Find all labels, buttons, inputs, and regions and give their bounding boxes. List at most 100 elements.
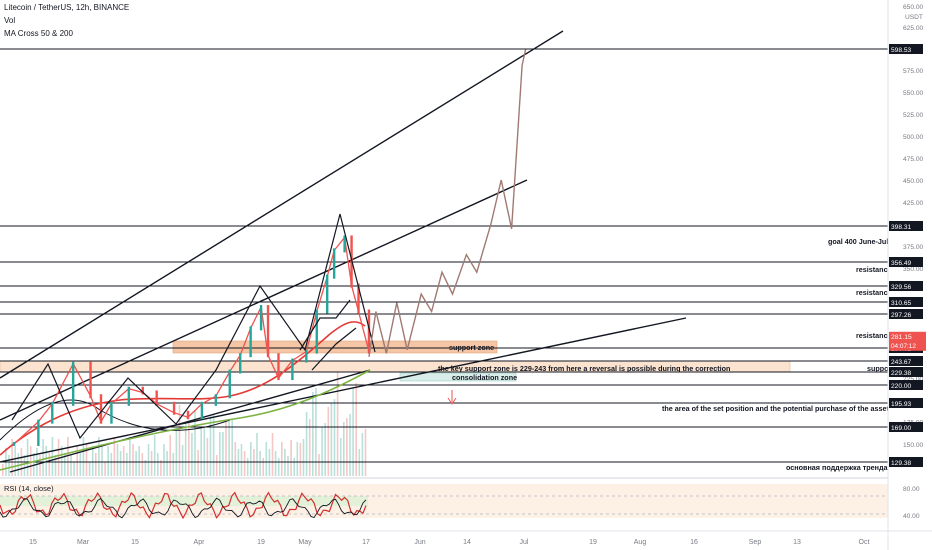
volume-bar	[76, 446, 78, 476]
volume-bar	[355, 383, 357, 476]
volume-bar	[209, 415, 212, 476]
support-zone-band[interactable]	[172, 340, 498, 354]
annotation-consolidation[interactable]: consolidation zone	[452, 373, 517, 382]
time-tick-label: May	[298, 539, 312, 546]
volume-bar	[17, 453, 20, 476]
price-layer	[12, 235, 371, 446]
pattern-drawing[interactable]	[11, 213, 376, 440]
price-candle	[249, 326, 252, 358]
volume-bar	[265, 442, 268, 476]
price-candle	[155, 390, 158, 406]
pattern-drawing[interactable]	[299, 299, 351, 351]
annotation-resistance[interactable]: resistance	[856, 331, 892, 340]
volume-bar	[135, 451, 137, 476]
annotation-support-zone[interactable]: support zone	[449, 343, 494, 352]
volume-bar	[262, 458, 264, 476]
volume-bar	[200, 427, 202, 476]
time-tick-label: Apr	[194, 539, 206, 546]
volume-bar	[82, 437, 85, 476]
volume-bar	[150, 451, 153, 476]
level-price-tag	[889, 281, 923, 291]
time-tick-label: 14	[463, 539, 471, 546]
pattern-drawing[interactable]	[311, 327, 357, 371]
volume-bar	[299, 443, 302, 476]
price-tick-label: 550.00	[903, 90, 924, 97]
volume-bar	[132, 444, 134, 476]
volume-bar	[64, 453, 66, 476]
volume-bar	[184, 422, 187, 476]
volume-bar	[73, 462, 75, 476]
time-axis[interactable]: 15 Mar 15 Apr 19 May 17 Jun 14 Jul 19 Aug 16 Sep 13 Oct	[0, 530, 932, 546]
pattern-drawings-layer	[11, 213, 376, 440]
price-candle	[141, 386, 144, 395]
price-tick-label: 225.00	[903, 376, 924, 383]
bar-countdown: 04:07:12	[891, 343, 916, 350]
ma-legend[interactable]: MA Cross 50 & 200	[4, 29, 73, 38]
volume-bar	[315, 388, 317, 476]
volume-bar	[191, 433, 193, 476]
price-candle	[200, 401, 204, 420]
volume-bar	[160, 460, 162, 476]
level-price-tag	[889, 380, 923, 390]
volume-bar	[14, 446, 16, 476]
price-candle	[357, 283, 360, 314]
time-tick-label: Jul	[520, 539, 529, 546]
volume-bar	[98, 437, 100, 476]
annotation-resistance[interactable]: resistance	[856, 265, 892, 274]
trendline[interactable]	[0, 30, 564, 379]
annotation-layer: goal 400 June-July resistance resistance re…	[438, 237, 894, 472]
volume-bar	[85, 444, 88, 476]
annotation-position-area[interactable]: the area of the set position and the pot…	[662, 404, 889, 413]
price-candle	[71, 361, 75, 406]
volume-bar	[181, 445, 184, 476]
annotation-trend-support[interactable]: основная поддержка тренда	[786, 463, 889, 472]
volume-bar	[107, 446, 109, 476]
consolidation-zone-band[interactable]	[399, 372, 517, 382]
annotation-goal[interactable]: goal 400 June-July	[828, 237, 892, 246]
rsi-legend[interactable]: RSI (14, close)	[4, 484, 54, 493]
price-tick-label: 575.00	[903, 68, 924, 75]
annotation-key-support[interactable]: the key support zone is 229-243 from her…	[438, 364, 730, 373]
price-candle	[326, 274, 329, 314]
volume-bar	[54, 455, 57, 476]
price-axis[interactable]: 650.00 625.00 575.00 550.00 525.00 500.00 475.…	[887, 0, 932, 550]
moving-average-layer	[0, 321, 371, 471]
volume-bar	[290, 440, 292, 476]
level-price-tag	[889, 356, 923, 366]
volume-bar	[163, 444, 165, 476]
volume-bar	[197, 450, 199, 476]
volume-bar	[104, 462, 106, 476]
price-tick-label: 500.00	[903, 134, 924, 141]
volume-bar	[361, 433, 364, 476]
trendline[interactable]	[0, 179, 528, 421]
projection-path[interactable]	[368, 49, 527, 358]
volume-bar	[330, 403, 333, 476]
volume-bar	[349, 414, 351, 476]
volume-bar	[256, 433, 258, 476]
trendline[interactable]	[9, 369, 371, 473]
volume-bar	[219, 432, 221, 476]
annotation-support[interactable]: support	[867, 364, 894, 373]
price-candle	[12, 442, 16, 446]
volume-bar	[222, 432, 224, 476]
current-price-value: 281.15	[891, 334, 912, 341]
volume-bar	[48, 453, 51, 476]
level-price-tag	[889, 422, 923, 432]
level-price-label: 243.67	[891, 359, 912, 366]
volume-bar	[26, 439, 29, 476]
volume-bar	[172, 453, 175, 476]
volume-legend[interactable]: Vol	[4, 16, 16, 25]
volume-bar	[29, 446, 32, 476]
volume-bar	[45, 446, 47, 476]
time-tick-label: 19	[589, 539, 597, 546]
trendline[interactable]	[0, 317, 687, 463]
volume-layer	[2, 372, 367, 476]
volume-bar	[215, 455, 218, 476]
volume-bar	[11, 439, 13, 476]
annotation-resistance[interactable]: resistance	[856, 288, 892, 297]
volume-bar	[228, 420, 230, 476]
currency-label: USDT	[905, 14, 923, 21]
price-candle	[214, 394, 218, 406]
price-candle	[37, 419, 40, 446]
